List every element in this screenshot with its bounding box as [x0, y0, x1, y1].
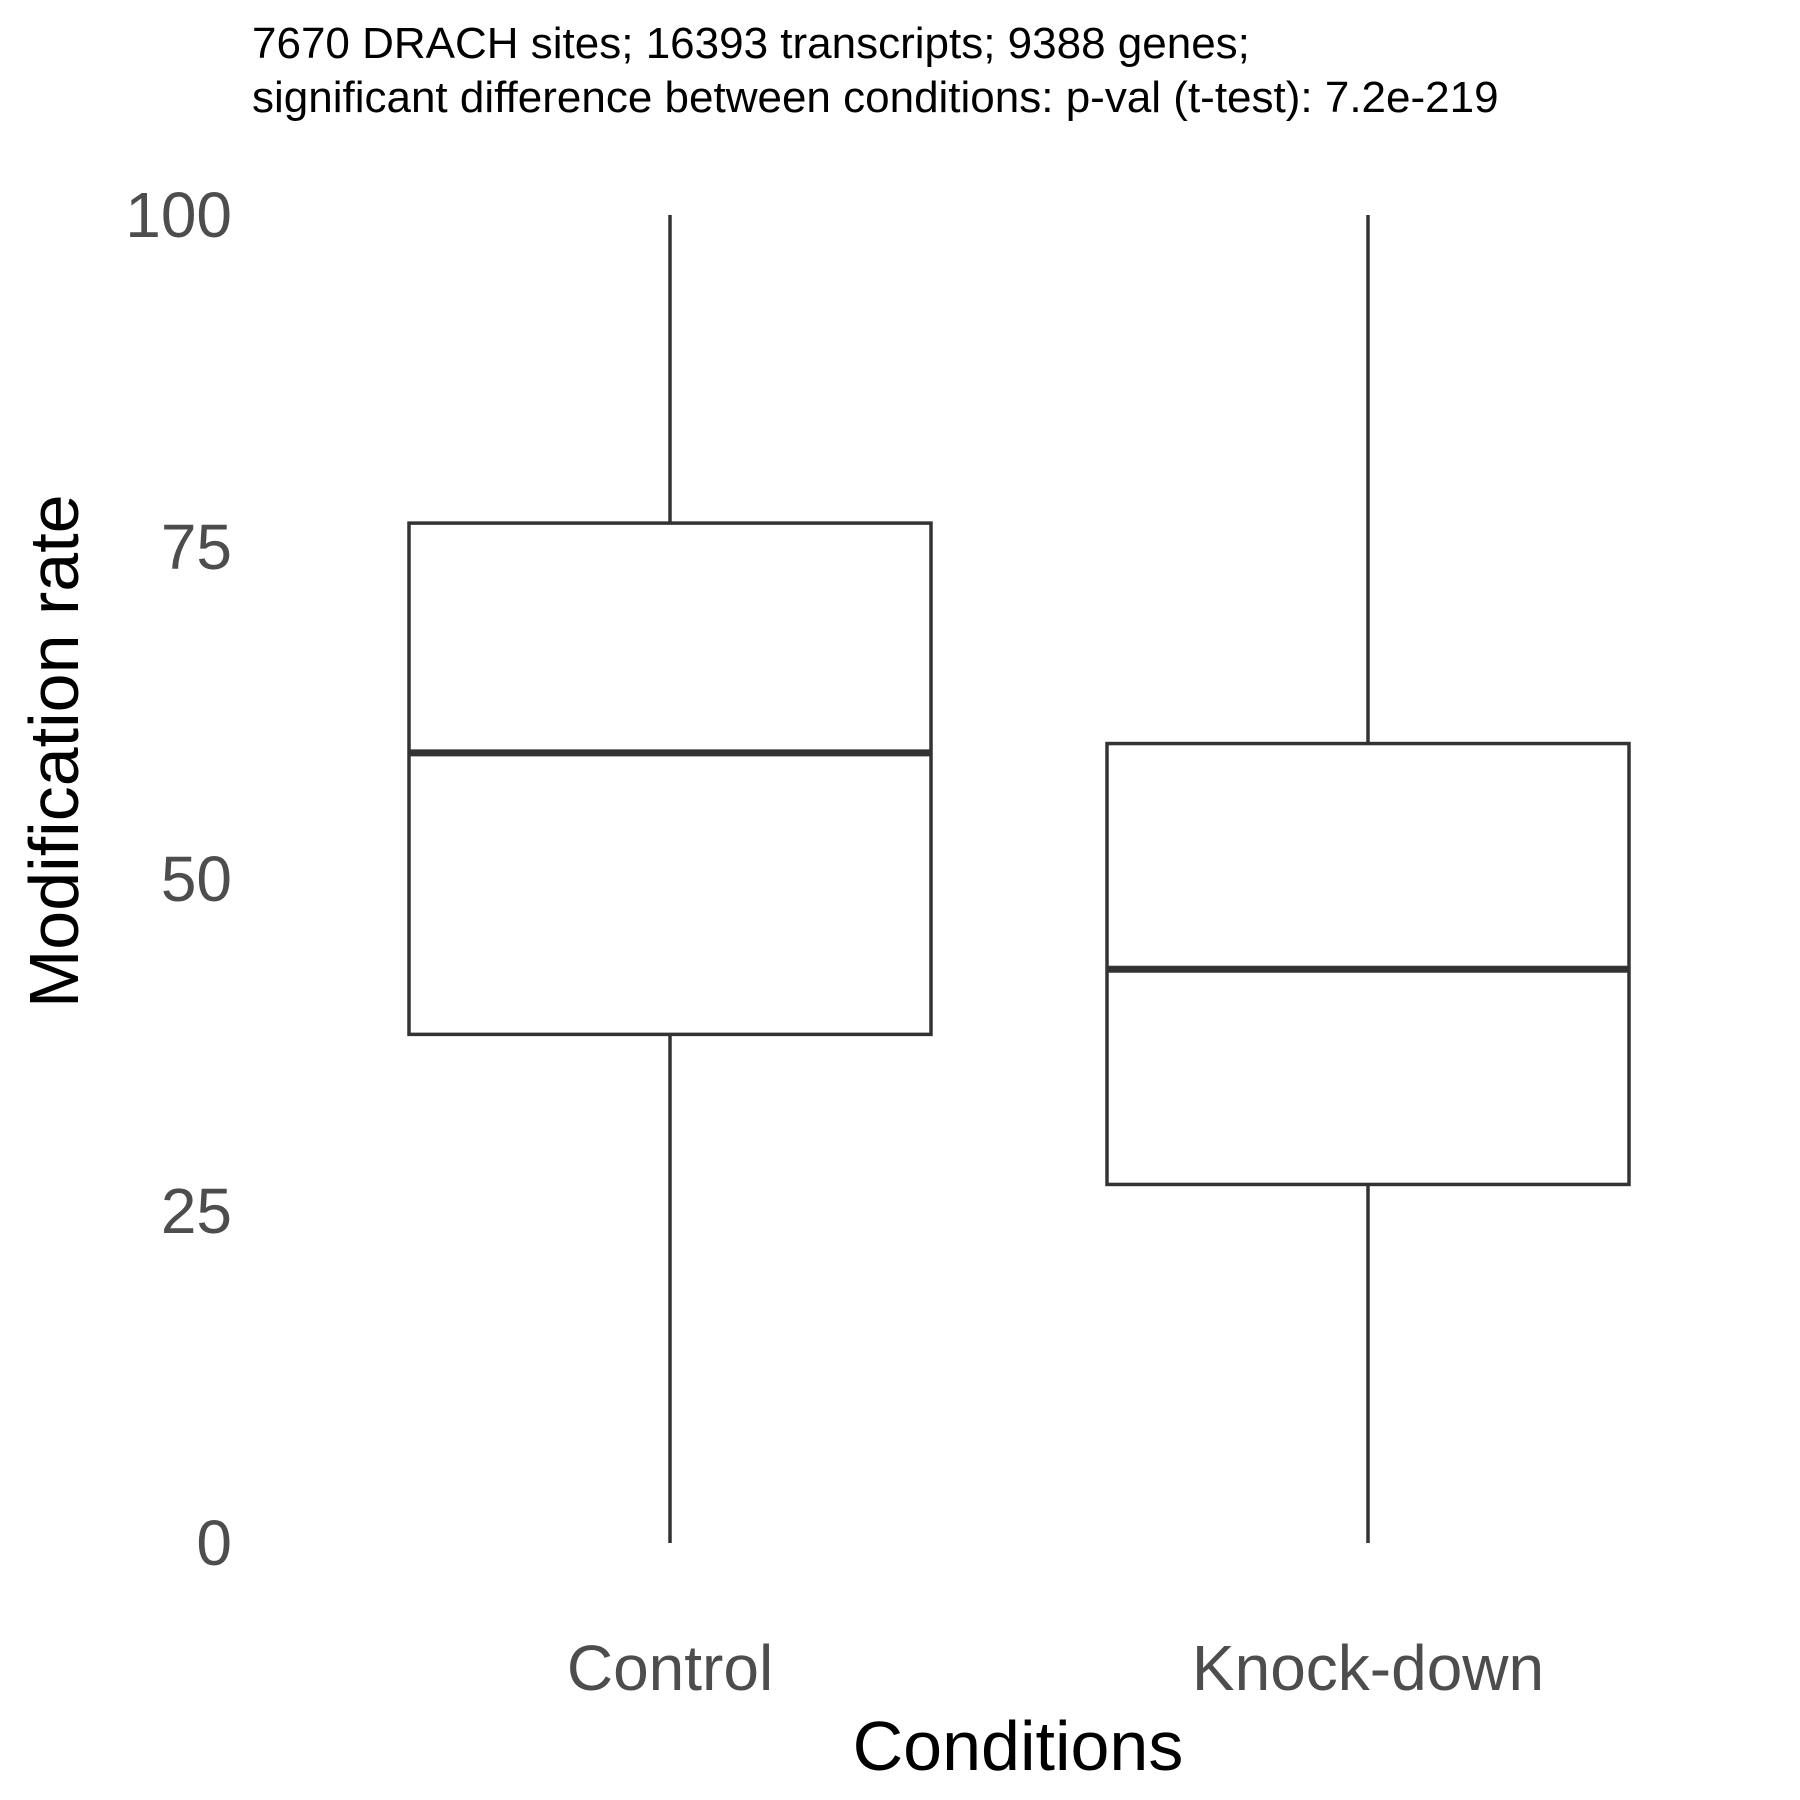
interquartile-box	[407, 521, 933, 1037]
box-knock-down	[1105, 215, 1631, 1543]
boxes-layer	[407, 215, 1631, 1543]
interquartile-box	[1105, 741, 1631, 1187]
x-axis-ticks: Control Knock-down	[567, 1632, 1544, 1704]
y-tick-label: 75	[161, 511, 232, 583]
x-tick-label: Knock-down	[1192, 1632, 1544, 1704]
y-tick-label: 100	[125, 179, 232, 251]
y-axis-ticks: 0 25 50 75 100	[125, 179, 232, 1579]
y-tick-label: 0	[196, 1507, 232, 1579]
x-axis-title: Conditions	[853, 1707, 1184, 1785]
subtitle-line-1: 7670 DRACH sites; 16393 transcripts; 938…	[252, 19, 1250, 68]
box-control	[407, 215, 933, 1543]
y-tick-label: 25	[161, 1175, 232, 1247]
y-tick-label: 50	[161, 843, 232, 915]
y-axis-title: Modification rate	[15, 494, 93, 1008]
x-tick-label: Control	[567, 1632, 773, 1704]
subtitle-line-2: significant difference between condition…	[252, 73, 1499, 122]
